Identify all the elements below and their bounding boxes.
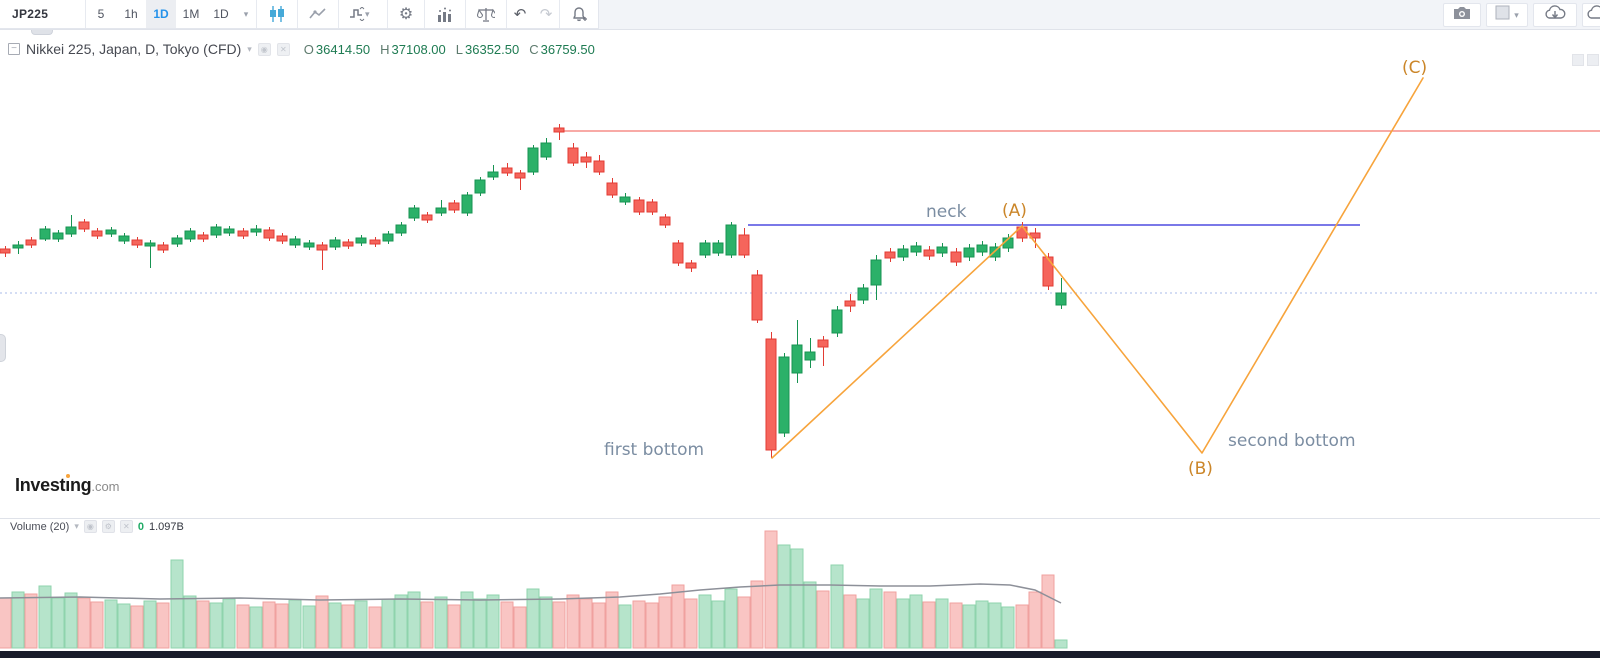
divider bbox=[297, 0, 298, 28]
candlestick-style-button[interactable] bbox=[257, 0, 297, 28]
symbol-input[interactable]: JP225 bbox=[0, 0, 85, 28]
instrument-title[interactable]: Nikkei 225, Japan, D, Tokyo (CFD) bbox=[26, 41, 242, 57]
divider bbox=[506, 0, 507, 28]
divider bbox=[465, 0, 466, 28]
legend-collapse-icon[interactable]: − bbox=[8, 43, 20, 55]
settings-button[interactable]: ⚙ bbox=[388, 0, 424, 28]
logo-orange-dot bbox=[65, 474, 70, 478]
first-bottom-label[interactable]: first bottom bbox=[604, 440, 705, 460]
indicators-button[interactable] bbox=[425, 0, 465, 28]
divider bbox=[338, 0, 339, 28]
timeframe-1d-custom[interactable]: 1D bbox=[206, 0, 236, 28]
time-axis-bar[interactable] bbox=[0, 651, 1600, 658]
pane-up-icon[interactable] bbox=[1572, 54, 1584, 66]
snapshot-button[interactable] bbox=[1443, 3, 1481, 27]
layout-select-button[interactable]: ▾ bbox=[1486, 3, 1528, 27]
compare-button[interactable] bbox=[466, 0, 506, 28]
close-value: 36759.50 bbox=[540, 41, 595, 57]
timeframe-1m[interactable]: 1M bbox=[176, 0, 206, 28]
line-style-button[interactable] bbox=[298, 0, 338, 28]
low-label: L bbox=[455, 41, 464, 57]
redo-icon: ↷ bbox=[539, 6, 553, 23]
timeframe-5[interactable]: 5 bbox=[86, 0, 116, 28]
neck-label[interactable]: neck bbox=[926, 202, 967, 222]
undo-button[interactable]: ↶ bbox=[507, 0, 533, 28]
volume-settings-icon[interactable]: ⚙ bbox=[101, 520, 115, 533]
step-line-icon bbox=[349, 7, 365, 21]
divider bbox=[559, 0, 560, 28]
volume-ma-value: 1.097B bbox=[148, 520, 184, 533]
chart-legend: − Nikkei 225, Japan, D, Tokyo (CFD) ▾ ◉ … bbox=[8, 41, 595, 57]
volume-pane-legend: Volume (20) ▾ ◉ ⚙ ✕ 0 1.097B bbox=[10, 520, 184, 533]
camera-icon bbox=[1453, 6, 1471, 25]
legend-eye-icon[interactable]: ◉ bbox=[257, 42, 271, 56]
point-a-label[interactable]: (A) bbox=[1002, 201, 1027, 221]
high-value: 37108.00 bbox=[391, 41, 446, 57]
point-c-label[interactable]: (C) bbox=[1402, 58, 1428, 78]
cloud-download-icon bbox=[1544, 5, 1566, 25]
point-b-label[interactable]: (B) bbox=[1188, 459, 1213, 479]
legend-caret-icon[interactable]: ▾ bbox=[247, 43, 252, 54]
add-alert-button[interactable] bbox=[560, 0, 598, 28]
layout-caret-icon: ▾ bbox=[1514, 9, 1519, 20]
volume-current-value: 0 bbox=[137, 520, 144, 533]
load-chart-button[interactable] bbox=[1533, 3, 1577, 27]
open-value: 36414.50 bbox=[315, 41, 371, 57]
pane-maximize-icon[interactable] bbox=[1587, 54, 1599, 66]
divider bbox=[256, 0, 257, 28]
second-bottom-label[interactable]: second bottom bbox=[1228, 431, 1356, 451]
gear-icon: ⚙ bbox=[398, 6, 414, 23]
ohlc-readout: O 36414.50 H 37108.00 L 36352.50 C 36759.50 bbox=[304, 42, 595, 57]
volume-close-icon[interactable]: ✕ bbox=[119, 520, 133, 533]
volume-caret-icon[interactable]: ▾ bbox=[74, 521, 79, 531]
alert-bell-icon bbox=[571, 6, 588, 22]
chart-style-caret-icon[interactable]: ▾ bbox=[365, 8, 370, 19]
low-value: 36352.50 bbox=[465, 41, 520, 57]
divider bbox=[424, 0, 425, 28]
redo-button[interactable]: ↷ bbox=[533, 0, 559, 28]
timeframe-dropdown-caret[interactable]: ▾ bbox=[236, 0, 256, 28]
divider bbox=[387, 0, 388, 28]
toolbar-collapse-handle[interactable] bbox=[31, 29, 53, 35]
logo-text: Investı ng bbox=[15, 474, 92, 495]
timeframe-1h[interactable]: 1h bbox=[116, 0, 146, 28]
investing-com-logo: Investı ng.com bbox=[15, 474, 120, 496]
layout-square-icon bbox=[1495, 5, 1510, 25]
scales-icon bbox=[477, 7, 495, 22]
candlestick-icon bbox=[268, 6, 286, 22]
open-label: O bbox=[303, 41, 314, 57]
high-label: H bbox=[380, 41, 390, 57]
toolbar-left-group: JP225 5 1h 1D 1M 1D ▾ ▾ ⚙ bbox=[0, 0, 599, 29]
undo-icon: ↶ bbox=[513, 6, 527, 23]
pane-separator[interactable] bbox=[0, 518, 1600, 519]
volume-eye-icon[interactable]: ◉ bbox=[83, 520, 97, 533]
legend-settings-icon[interactable]: ✕ bbox=[276, 42, 290, 56]
divider bbox=[85, 0, 86, 28]
timeframe-1d-selected[interactable]: 1D bbox=[146, 0, 176, 28]
logo-suffix: .com bbox=[91, 479, 120, 494]
step-style-button[interactable]: ▾ bbox=[339, 0, 387, 28]
indicators-icon bbox=[436, 7, 454, 22]
cloud-icon bbox=[1586, 5, 1600, 25]
close-label: C bbox=[529, 41, 539, 57]
top-toolbar: JP225 5 1h 1D 1M 1D ▾ ▾ ⚙ bbox=[0, 0, 1600, 30]
drawing-panel-handle[interactable] bbox=[0, 334, 6, 362]
volume-label[interactable]: Volume (20) bbox=[10, 520, 70, 533]
line-chart-icon bbox=[309, 7, 327, 21]
save-chart-button[interactable] bbox=[1582, 3, 1600, 27]
